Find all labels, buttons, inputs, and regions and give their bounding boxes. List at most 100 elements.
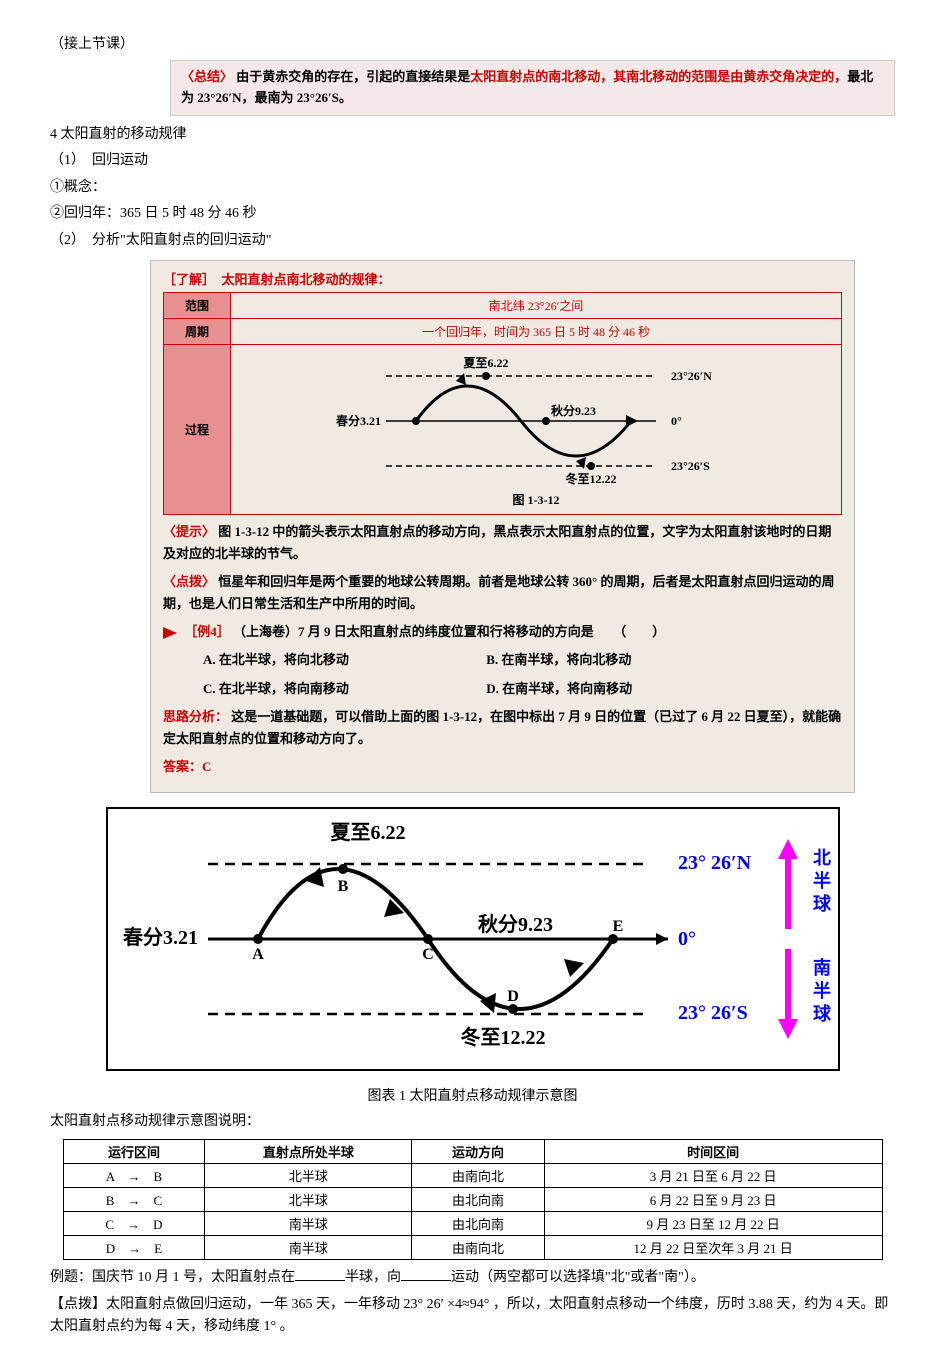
tb-example: ［例4］ （上海卷）7 月 9 日太阳直射点的纬度位置和行将移动的方向是 （ ） [163,621,842,643]
tb-ana-text: 这是一道基础题，可以借助上面的图 1-3-12，在图中标出 7 月 9 日的位置… [163,709,841,746]
svg-text:B: B [337,878,348,895]
cell: 3 月 21 日至 6 月 22 日 [544,1164,882,1188]
tb-row2-val: 一个回归年，时间为 365 日 5 时 48 分 46 秒 [231,318,842,344]
tb-options-row2: C. 在北半球，将向南移动 D. 在南半球，将向南移动 [163,678,842,700]
cell: 南半球 [205,1236,412,1260]
arrow-icon [163,627,177,639]
tb-options-row1: A. 在北半球，将向北移动 B. 在南半球，将向北移动 [163,649,842,671]
summary-p1: 由于黄赤交角的存在，引起的直接结果是 [236,69,470,84]
tb-row3-head: 过程 [164,344,231,514]
dianbo-text: 太阳直射点做回归运动，一年 365 天，一年移动 23° 26′ ×4≈94° … [50,1297,888,1334]
svg-text:半: 半 [813,870,831,891]
svg-text:23°26′S: 23°26′S [671,459,710,473]
svg-text:球: 球 [813,894,832,914]
tb-ans-label: 答案： [163,759,202,774]
cell: 北半球 [205,1164,412,1188]
tb-ex-q: （上海卷）7 月 9 日太阳直射点的纬度位置和行将移动的方向是 （ ） [233,624,665,639]
tb-opt-b: B. 在南半球，将向北移动 [486,652,631,667]
svg-text:冬至12.22: 冬至12.22 [565,471,616,486]
tb-opt-c: C. 在北半球，将向南移动 [203,678,483,700]
svg-text:23° 26′S: 23° 26′S [678,1002,748,1024]
svg-text:春分3.21: 春分3.21 [335,413,381,428]
blank-2 [401,1266,451,1281]
svg-text:南: 南 [813,957,831,978]
tb-answer: 答案：C [163,756,842,778]
cell: 南半球 [205,1212,412,1236]
main-diagram: A B C D E 夏至6.22 春分3.21 秋分9.23 冬至12.22 2… [106,807,840,1071]
summary-label: 〈总结〉 [181,69,233,84]
tb-opt-a: A. 在北半球，将向北移动 [203,649,483,671]
svg-text:冬至12.22: 冬至12.22 [460,1025,545,1049]
svg-text:秋分9.23: 秋分9.23 [551,403,596,418]
table-row: A → B 北半球 由南向北 3 月 21 日至 6 月 22 日 [63,1164,882,1188]
tb-ans-val: C [202,759,211,774]
tb-row2-head: 周期 [164,318,231,344]
table-row: B → C 北半球 由北向南 6 月 22 日至 9 月 23 日 [63,1188,882,1212]
cell: 9 月 23 日至 12 月 22 日 [544,1212,882,1236]
svg-text:半: 半 [813,980,831,1001]
th-2: 运动方向 [412,1140,544,1164]
summary-box: 〈总结〉 由于黄赤交角的存在，引起的直接结果是太阳直射点的南北移动，其南北移动的… [170,60,895,116]
tb-ana-label: 思路分析： [163,709,228,724]
table-header-row: 运行区间 直射点所处半球 运动方向 时间区间 [63,1140,882,1164]
svg-text:23°26′N: 23°26′N [671,369,712,383]
example-suffix: 运动（两空都可以选择填"北"或者"南"）。 [451,1270,705,1285]
tb-title: ［了解］ 太阳直射点南北移动的规律： [163,269,842,288]
cell: B → C [63,1188,205,1212]
svg-text:E: E [612,918,623,935]
header-note: （接上节课） [50,34,895,56]
main-diagram-svg: A B C D E 夏至6.22 春分3.21 秋分9.23 冬至12.22 2… [108,809,838,1069]
table-row: D → E 南半球 由南向北 12 月 22 日至次年 3 月 21 日 [63,1236,882,1260]
svg-text:0°: 0° [678,928,696,950]
tb-tip: 〈提示〉 图 1-3-12 中的箭头表示太阳直射点的移动方向，黑点表示太阳直射点… [163,521,842,565]
cell: 由北向南 [412,1188,544,1212]
movement-table: 运行区间 直射点所处半球 运动方向 时间区间 A → B 北半球 由南向北 3 … [63,1139,883,1260]
dianbo-label: 【点拨】 [50,1297,106,1312]
th-0: 运行区间 [63,1140,205,1164]
section-4-1: （1） 回归运动 [50,150,895,172]
svg-text:球: 球 [813,1004,832,1024]
section-4-1-2: ②回归年：365 日 5 时 48 分 46 秒 [50,203,895,225]
tb-tip-text: 图 1-3-12 中的箭头表示太阳直射点的移动方向，黑点表示太阳直射点的位置，文… [163,524,831,561]
tb-note-text: 恒星年和回归年是两个重要的地球公转周期。前者是地球公转 360° 的周期，后者是… [163,574,834,611]
tb-analysis: 思路分析： 这是一道基础题，可以借助上面的图 1-3-12，在图中标出 7 月 … [163,706,842,750]
svg-text:23° 26′N: 23° 26′N [678,852,752,874]
svg-text:C: C [422,946,434,963]
tb-row1-val: 南北纬 23°26′之间 [231,292,842,318]
example-line: 例题：国庆节 10 月 1 号，太阳直射点在 半球，向 运动（两空都可以选择填"北"… [50,1266,895,1289]
svg-text:D: D [507,988,519,1005]
cell: 由北向南 [412,1212,544,1236]
example-mid: 半球，向 [345,1270,401,1285]
tb-note: 〈点拨〉 恒星年和回归年是两个重要的地球公转周期。前者是地球公转 360° 的周… [163,571,842,615]
svg-text:A: A [252,946,264,963]
th-3: 时间区间 [544,1140,882,1164]
tb-opt-d: D. 在南半球，将向南移动 [486,681,632,696]
tb-tip-label: 〈提示〉 [163,524,215,539]
tb-fig-caption: 图 1-3-12 [237,491,835,508]
summary-p2: 太阳直射点的南北移动，其南北移动的范围是由黄赤交角决定的， [470,69,847,84]
section-4-1-1: ①概念： [50,177,895,199]
section-4-title: 4 太阳直射的移动规律 [50,124,895,146]
cell: 北半球 [205,1188,412,1212]
cell: C → D [63,1212,205,1236]
cell: 由南向北 [412,1164,544,1188]
cell: 12 月 22 日至次年 3 月 21 日 [544,1236,882,1260]
svg-text:夏至6.22: 夏至6.22 [463,356,508,370]
dianbo-line: 【点拨】太阳直射点做回归运动，一年 365 天，一年移动 23° 26′ ×4≈… [50,1294,895,1339]
table-intro: 太阳直射点移动规律示意图说明： [50,1111,895,1133]
figure-caption: 图表 1 太阳直射点移动规律示意图 [50,1085,895,1105]
tb-note-label: 〈点拨〉 [163,574,215,589]
blank-1 [295,1266,345,1281]
svg-text:0°: 0° [671,414,682,428]
tb-small-diagram: 夏至6.22 春分3.21 秋分9.23 冬至12.22 23°26′N 0° … [326,351,746,491]
example-prefix: 例题：国庆节 10 月 1 号，太阳直射点在 [50,1270,295,1285]
cell: D → E [63,1236,205,1260]
section-4-2: （2） 分析"太阳直射点的回归运动" [50,230,895,252]
svg-text:夏至6.22: 夏至6.22 [330,821,405,844]
cell: 6 月 22 日至 9 月 23 日 [544,1188,882,1212]
th-1: 直射点所处半球 [205,1140,412,1164]
cell: A → B [63,1164,205,1188]
tb-row1-head: 范围 [164,292,231,318]
table-row: C → D 南半球 由北向南 9 月 23 日至 12 月 22 日 [63,1212,882,1236]
cell: 由南向北 [412,1236,544,1260]
